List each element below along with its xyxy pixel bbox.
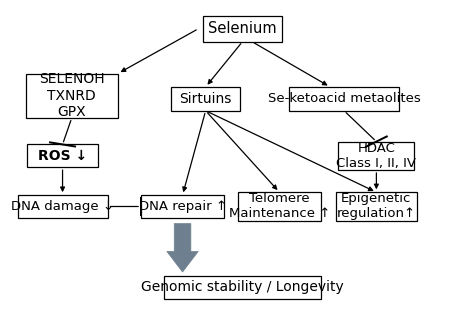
- FancyBboxPatch shape: [336, 192, 417, 221]
- FancyBboxPatch shape: [18, 195, 108, 218]
- Text: Se-ketoacid metaolites: Se-ketoacid metaolites: [268, 92, 420, 105]
- FancyBboxPatch shape: [238, 192, 321, 221]
- FancyBboxPatch shape: [171, 87, 240, 111]
- Text: Sirtuins: Sirtuins: [180, 92, 232, 106]
- FancyBboxPatch shape: [27, 144, 98, 167]
- Text: Epigenetic
regulation↑: Epigenetic regulation↑: [337, 192, 416, 220]
- FancyBboxPatch shape: [338, 142, 414, 170]
- Text: DNA damage ↓: DNA damage ↓: [11, 200, 114, 213]
- FancyBboxPatch shape: [289, 87, 400, 111]
- FancyBboxPatch shape: [164, 276, 321, 299]
- FancyBboxPatch shape: [26, 73, 118, 118]
- Text: ROS ↓: ROS ↓: [38, 149, 87, 163]
- FancyBboxPatch shape: [141, 195, 224, 218]
- Text: HDAC
Class I, II, IV: HDAC Class I, II, IV: [337, 142, 416, 170]
- Text: Genomic stability / Longevity: Genomic stability / Longevity: [141, 280, 344, 294]
- Text: DNA repair ↑: DNA repair ↑: [138, 200, 227, 213]
- FancyBboxPatch shape: [203, 16, 282, 42]
- Text: Selenium: Selenium: [208, 21, 277, 36]
- Text: SELENOH
TXNRD
GPX: SELENOH TXNRD GPX: [39, 73, 105, 119]
- Polygon shape: [167, 224, 198, 272]
- Text: Telomere
Maintenance ↑: Telomere Maintenance ↑: [229, 192, 330, 220]
